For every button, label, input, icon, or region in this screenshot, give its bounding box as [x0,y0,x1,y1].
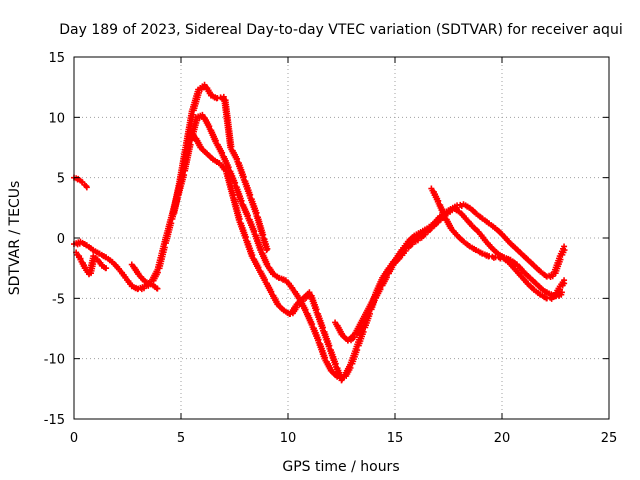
y-tick-label: -10 [44,353,65,368]
data-point [561,277,568,284]
x-tick-label: 10 [280,431,297,446]
x-axis-title: GPS time / hours [282,459,399,475]
axis-ticks: 0 5 10 15 20 25 -15 -10 -5 0 5 10 15 [44,51,618,446]
x-tick-label: 15 [387,431,404,446]
y-tick-label: 5 [57,172,65,187]
y-tick-label: 10 [48,111,65,126]
data-point [103,265,110,272]
y-tick-label: -5 [52,292,65,307]
data-point [154,285,161,292]
data-point [176,184,183,191]
data-point [195,89,202,96]
y-tick-label: 15 [48,51,65,66]
data-point [338,377,345,384]
x-tick-label: 0 [70,431,78,446]
data-points [71,81,568,384]
data-point [183,147,190,154]
data-point [263,247,270,254]
data-point [189,111,196,118]
chart-title: Day 189 of 2023, Sidereal Day-to-day VTE… [59,22,622,38]
y-tick-label: -15 [44,413,65,428]
y-axis-title: SDTVAR / TECUs [7,181,23,296]
data-point [168,220,175,227]
x-tick-label: 20 [494,431,511,446]
grid [74,57,609,419]
y-tick-label: 0 [57,232,65,247]
data-point [161,244,168,251]
data-point [561,243,568,250]
data-point [83,184,90,191]
x-tick-label: 25 [601,431,618,446]
x-tick-label: 5 [177,431,185,446]
